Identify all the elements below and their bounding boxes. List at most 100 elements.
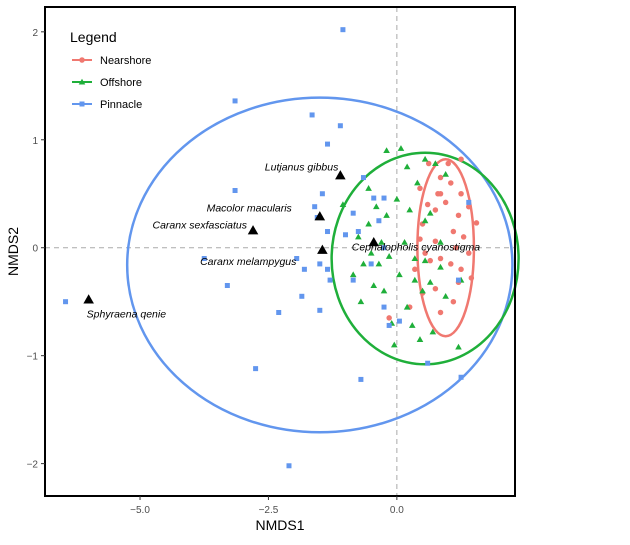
point-pinnacle: [325, 141, 331, 147]
point-offshore: [397, 145, 405, 151]
ellipse-nearshore: [416, 157, 476, 338]
point-offshore: [383, 147, 390, 154]
point-offshore: [414, 179, 421, 186]
point-nearshore: [424, 201, 431, 208]
point-offshore: [419, 287, 426, 294]
point-nearshore: [437, 309, 444, 316]
point-pinnacle: [350, 277, 356, 283]
point-pinnacle: [337, 123, 343, 129]
point-offshore: [421, 217, 429, 224]
legend-key-nearshore: [79, 57, 85, 63]
point-pinnacle: [368, 261, 374, 267]
point-pinnacle: [319, 191, 325, 197]
point-offshore: [411, 255, 419, 261]
species-label: Caranx sexfasciatus: [152, 219, 247, 231]
legend-label-offshore: Offshore: [100, 77, 142, 89]
y-tick-label: 2: [32, 28, 38, 39]
point-offshore: [426, 278, 434, 285]
y-axis: −2 −1 0 1 2: [27, 28, 45, 471]
point-nearshore: [458, 266, 464, 273]
point-nearshore: [458, 190, 464, 197]
point-offshore: [408, 322, 416, 328]
legend-key-pinnacle: [79, 101, 85, 107]
species-marker: [317, 244, 328, 254]
point-offshore: [339, 201, 347, 208]
point-pinnacle: [360, 175, 366, 181]
point-offshore: [442, 292, 449, 299]
point-nearshore: [432, 207, 439, 213]
point-offshore: [411, 276, 419, 283]
point-offshore: [365, 220, 372, 227]
point-nearshore: [442, 199, 449, 206]
y-tick-label: 0: [32, 244, 38, 255]
point-pinnacle: [381, 195, 387, 201]
species-markers: Sphyraena qenie Caranx sexfasciatus Macolo…: [83, 161, 480, 321]
point-nearshore: [448, 180, 454, 186]
point-pinnacle: [232, 98, 238, 104]
point-nearshore: [427, 257, 433, 264]
point-pinnacle: [386, 322, 392, 328]
point-offshore: [378, 239, 385, 245]
point-nearshore: [437, 190, 444, 197]
point-offshore: [380, 287, 388, 294]
legend-title: Legend: [70, 29, 117, 45]
point-offshore: [385, 253, 393, 259]
point-pinnacle: [342, 232, 348, 238]
point-offshore: [360, 260, 367, 267]
point-offshore: [437, 239, 444, 245]
point-pinnacle: [276, 309, 282, 315]
point-pinnacle: [312, 204, 318, 210]
point-nearshore: [473, 220, 480, 226]
x-axis: −5.0 −2.5 0.0: [130, 496, 404, 516]
legend: Legend Nearshore Offshore Pinnacle: [70, 29, 151, 111]
point-pinnacle: [253, 366, 259, 372]
legend-label-pinnacle: Pinnacle: [100, 99, 142, 111]
y-tick-label: −1: [27, 352, 39, 363]
point-pinnacle: [299, 293, 305, 299]
point-pinnacle: [466, 199, 472, 205]
species-marker: [247, 225, 259, 235]
ellipse-offshore: [330, 151, 520, 366]
y-tick-label: 1: [32, 136, 38, 147]
point-nearshore: [432, 238, 439, 244]
point-offshore: [426, 209, 434, 216]
point-offshore: [429, 328, 437, 335]
point-offshore: [367, 249, 375, 256]
x-tick-label: 0.0: [390, 505, 404, 516]
point-offshore: [437, 263, 444, 270]
point-pinnacle: [201, 256, 207, 262]
x-tick-label: −5.0: [130, 505, 150, 516]
point-pinnacle: [325, 229, 331, 235]
point-pinnacle: [325, 266, 331, 272]
point-nearshore: [412, 266, 418, 273]
x-axis-label: NMDS1: [255, 517, 304, 533]
point-nearshore: [417, 185, 423, 192]
point-pinnacle: [350, 210, 356, 216]
point-pinnacle: [317, 307, 323, 313]
point-pinnacle: [381, 245, 387, 251]
point-offshore: [401, 239, 408, 245]
point-offshore: [403, 303, 411, 310]
point-nearshore: [445, 160, 451, 167]
point-pinnacle: [358, 376, 364, 382]
point-nearshore: [422, 250, 428, 256]
point-offshore: [421, 155, 429, 162]
point-offshore: [373, 203, 380, 210]
point-pinnacle: [294, 256, 300, 262]
point-offshore: [370, 282, 378, 288]
legend-key-offshore: [78, 78, 86, 85]
x-tick-label: −2.5: [259, 505, 279, 516]
point-offshore: [375, 260, 383, 267]
point-offshore: [396, 271, 403, 278]
point-pinnacle: [309, 112, 315, 118]
reference-lines: [45, 7, 515, 496]
point-nearshore: [417, 236, 423, 242]
point-pinnacle: [327, 277, 333, 283]
point-nearshore: [448, 261, 454, 267]
point-offshore: [355, 233, 362, 240]
point-nearshore: [425, 160, 432, 167]
point-pinnacle: [286, 463, 292, 469]
point-pinnacle: [371, 195, 377, 201]
